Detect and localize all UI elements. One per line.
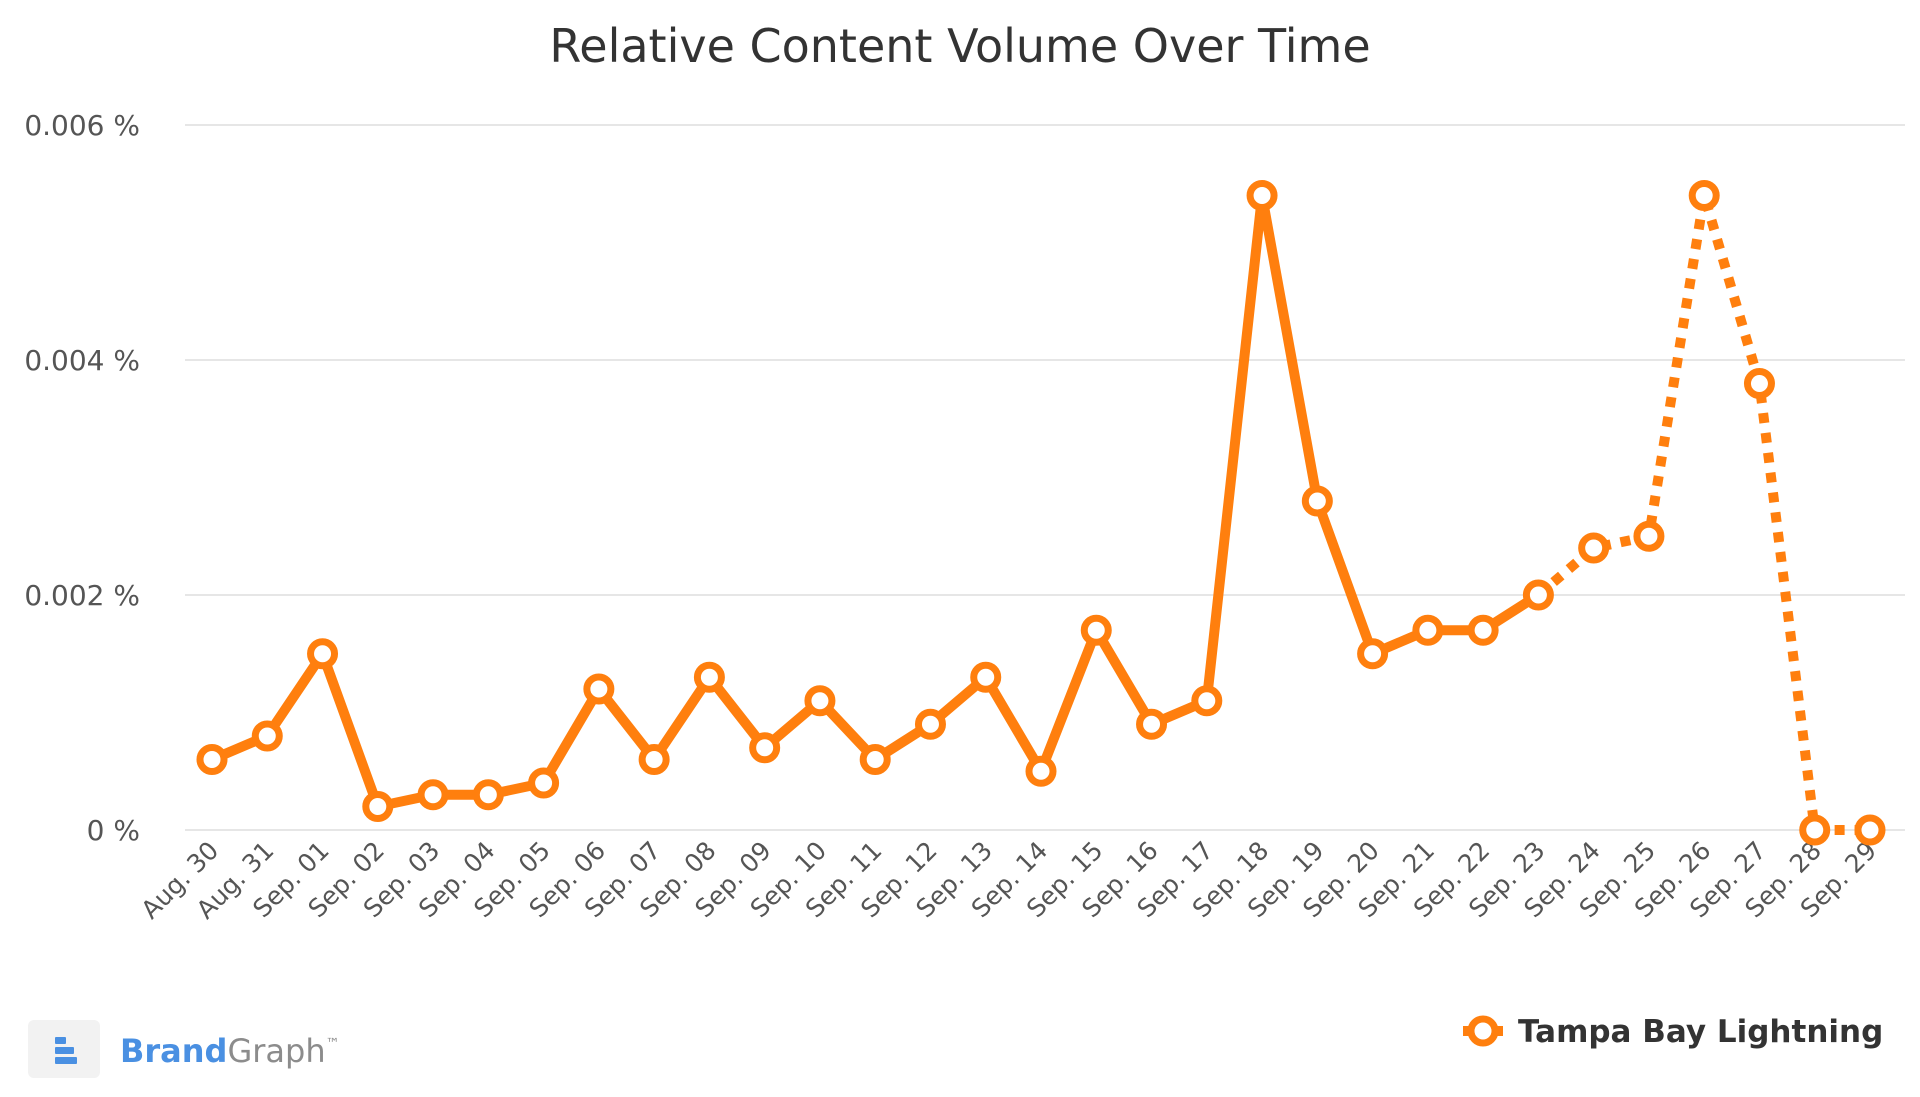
data-point[interactable]: [196, 744, 228, 775]
bars-icon: [55, 1037, 77, 1064]
data-point[interactable]: [970, 661, 1002, 693]
series-points: [196, 180, 1886, 846]
y-tick-label: 0.004 %: [24, 344, 140, 377]
series-lines: [207, 190, 1870, 835]
legend-marker-swatch: [1467, 1015, 1499, 1047]
y-tick-label: 0.006 %: [24, 109, 140, 142]
grid: [185, 124, 1905, 831]
data-point[interactable]: [1578, 532, 1610, 564]
data-point[interactable]: [307, 638, 339, 670]
brandgraph-logo: BrandGraph™: [28, 1020, 340, 1078]
brand-name-part1: Brand: [120, 1032, 227, 1070]
data-point[interactable]: [1080, 614, 1112, 646]
series-line-solid: [207, 190, 1544, 812]
data-point[interactable]: [693, 661, 725, 693]
data-point[interactable]: [1136, 708, 1168, 740]
data-point[interactable]: [859, 744, 891, 775]
data-point[interactable]: [472, 779, 504, 811]
series-line-projected: [1535, 190, 1870, 835]
chart-title: Relative Content Volume Over Time: [549, 19, 1370, 73]
y-tick-label: 0.002 %: [24, 579, 140, 612]
data-point[interactable]: [583, 673, 615, 705]
data-point[interactable]: [528, 767, 560, 799]
data-point[interactable]: [362, 791, 394, 822]
data-point[interactable]: [1743, 368, 1775, 399]
data-point[interactable]: [638, 744, 670, 775]
legend-label: Tampa Bay Lightning: [1518, 1014, 1883, 1050]
data-point[interactable]: [1246, 180, 1278, 211]
data-point[interactable]: [1799, 814, 1831, 846]
data-point[interactable]: [1191, 685, 1223, 717]
data-point[interactable]: [749, 732, 781, 764]
data-point[interactable]: [1357, 638, 1389, 670]
data-point[interactable]: [1025, 755, 1057, 787]
data-point[interactable]: [1854, 814, 1886, 846]
data-point[interactable]: [1467, 614, 1499, 646]
brand-name: BrandGraph™: [120, 1032, 340, 1070]
data-point[interactable]: [1301, 485, 1333, 517]
legend[interactable]: Tampa Bay Lightning: [1463, 1014, 1883, 1050]
y-tick-label: 0 %: [87, 814, 140, 847]
data-point[interactable]: [1633, 520, 1665, 552]
y-axis: 0 % 0.002 % 0.004 % 0.006 %: [24, 109, 140, 847]
data-point[interactable]: [914, 708, 946, 740]
data-point[interactable]: [251, 720, 283, 752]
brand-trademark: ™: [326, 1036, 340, 1052]
data-point[interactable]: [1412, 614, 1444, 646]
brand-name-part2: Graph: [227, 1032, 325, 1070]
data-point[interactable]: [1688, 180, 1720, 211]
data-point[interactable]: [1522, 579, 1554, 611]
data-point[interactable]: [804, 685, 836, 717]
data-point[interactable]: [417, 779, 449, 811]
